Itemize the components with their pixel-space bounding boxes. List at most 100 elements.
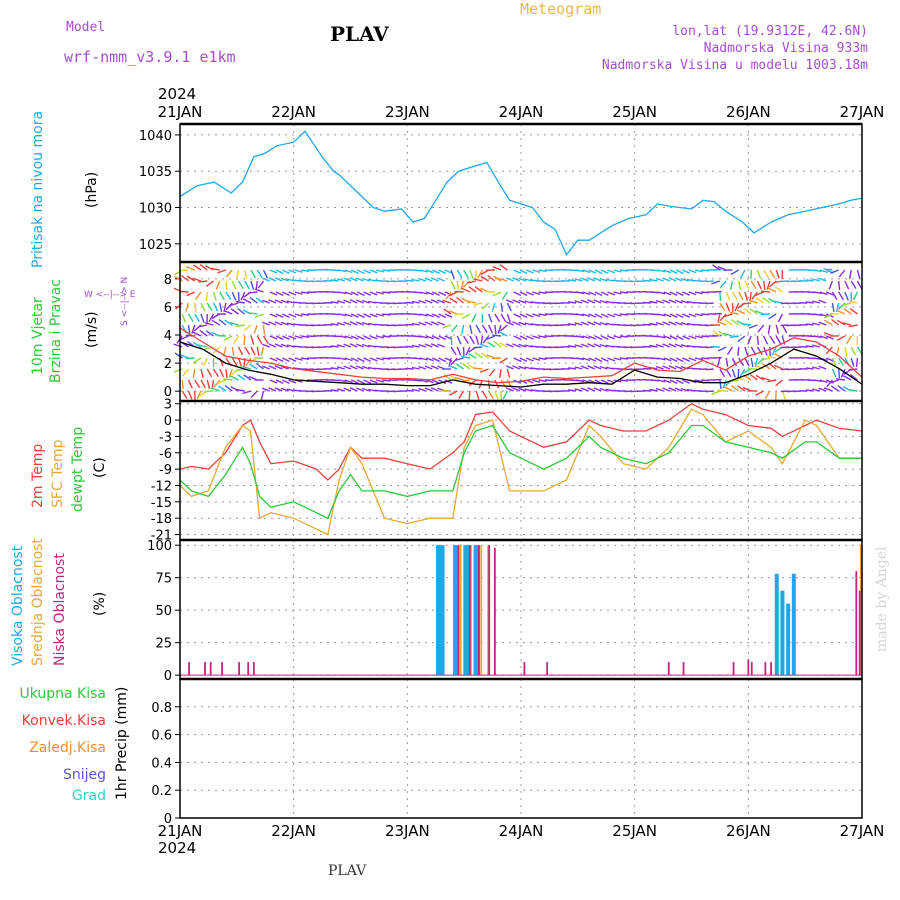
wind-arrow	[375, 357, 384, 361]
wind-arrow	[757, 324, 765, 333]
wind-arrow	[350, 291, 359, 296]
wind-arrow	[473, 302, 483, 306]
precip-legend-item: Konvek.Kisa	[22, 713, 106, 729]
wind-arrow	[723, 313, 733, 318]
precip-legend-item: Snijeg	[63, 767, 106, 783]
wind-arrow	[662, 365, 671, 370]
wind-arrow	[481, 324, 488, 333]
wind-arrow	[538, 379, 547, 383]
wind-arrow	[471, 313, 477, 323]
wind-arrow	[705, 390, 714, 393]
wind-arrow	[657, 269, 666, 273]
series-line	[179, 408, 862, 536]
wind-arrow	[669, 269, 678, 274]
wind-arrow	[818, 387, 827, 392]
wind-arrow	[580, 321, 589, 326]
cloud-bar	[780, 590, 785, 676]
wind-arrow	[749, 373, 758, 381]
cloud-bar	[480, 545, 483, 676]
wind-arrow	[356, 313, 365, 319]
wind-arrow	[424, 387, 433, 392]
wind-arrow	[568, 389, 577, 392]
wind-arrow	[668, 365, 677, 370]
wind-arrow	[717, 320, 727, 326]
wind-arrow	[850, 357, 855, 367]
cloud-bar	[473, 545, 478, 676]
wind-arrow	[518, 321, 527, 326]
wind-arrow	[338, 313, 347, 317]
wind-arrow	[355, 321, 364, 326]
wind-arrow	[826, 379, 833, 388]
wind-arrow	[607, 357, 616, 362]
wind-arrow	[532, 291, 541, 295]
wind-arrow	[805, 345, 814, 348]
wind-arrow	[492, 334, 502, 337]
wind-arrow	[405, 367, 414, 370]
wind-arrow	[737, 368, 740, 379]
wind-arrow	[768, 297, 777, 304]
y-tick-label: 75	[155, 572, 172, 587]
cloud-label-2: Srednja Oblacnost	[30, 538, 46, 666]
wind-arrow	[430, 299, 439, 304]
wind-arrow	[288, 357, 297, 362]
wind-arrow	[682, 335, 690, 340]
wind-arrow	[219, 368, 225, 378]
wind-arrow	[730, 269, 740, 276]
wind-arrow	[781, 390, 787, 400]
temp-label-1: 2m Temp	[30, 444, 46, 508]
wind-arrow	[198, 280, 208, 283]
wind-arrow	[755, 291, 764, 297]
wind-arrow	[499, 368, 502, 379]
wind-arrow	[838, 291, 844, 301]
wind-arrow	[349, 343, 358, 348]
wind-arrow	[717, 389, 727, 392]
wind-arrow	[657, 357, 666, 361]
wind-arrow	[244, 280, 250, 290]
wind-arrow	[237, 291, 240, 302]
wind-arrow	[250, 335, 255, 345]
wind-arrow	[775, 379, 783, 387]
wind-arrow	[830, 385, 840, 392]
wind-arrow	[494, 313, 501, 323]
y-tick-label: 0	[164, 812, 172, 827]
wind-arrow	[275, 291, 284, 297]
wind-arrow	[849, 374, 858, 381]
wind-arrow	[269, 357, 278, 362]
wind-arrow	[288, 335, 297, 340]
wind-arrow	[831, 318, 840, 326]
wind-arrow	[343, 387, 352, 392]
wind-arrow	[760, 290, 770, 293]
wind-arrow	[419, 291, 428, 295]
wind-arrow	[532, 335, 541, 339]
wind-arrow	[729, 280, 734, 290]
wind-arrow	[219, 302, 223, 312]
wind-arrow	[756, 269, 762, 279]
wind-arrow	[424, 277, 433, 282]
wind-arrow	[180, 335, 189, 341]
wind-arrow	[850, 280, 857, 289]
panel-frame	[179, 400, 863, 541]
wind-arrow	[805, 301, 814, 304]
wind-arrow	[588, 357, 597, 362]
wind-arrow	[463, 335, 469, 344]
wind-arrow	[231, 291, 237, 301]
wind-arrow	[538, 357, 547, 361]
wind-arrow	[774, 286, 783, 293]
wind-arrow	[443, 308, 452, 315]
wind-arrow	[480, 335, 484, 346]
wind-arrow	[430, 387, 439, 392]
wind-arrow	[643, 345, 652, 348]
wind-arrow	[498, 277, 508, 282]
wind-arrow	[575, 357, 585, 361]
wind-arrow	[575, 269, 585, 273]
wind-arrow	[493, 340, 502, 348]
cloud-bar	[523, 662, 526, 676]
wind-arrow	[506, 313, 511, 323]
wind-arrow	[852, 291, 859, 301]
wind-arrow	[582, 357, 591, 362]
wind-arrow	[382, 291, 391, 294]
top-year-label: 2024	[158, 85, 196, 103]
wind-arrow	[619, 269, 628, 272]
wind-arrow	[682, 313, 690, 318]
wind-arrow	[382, 313, 391, 316]
